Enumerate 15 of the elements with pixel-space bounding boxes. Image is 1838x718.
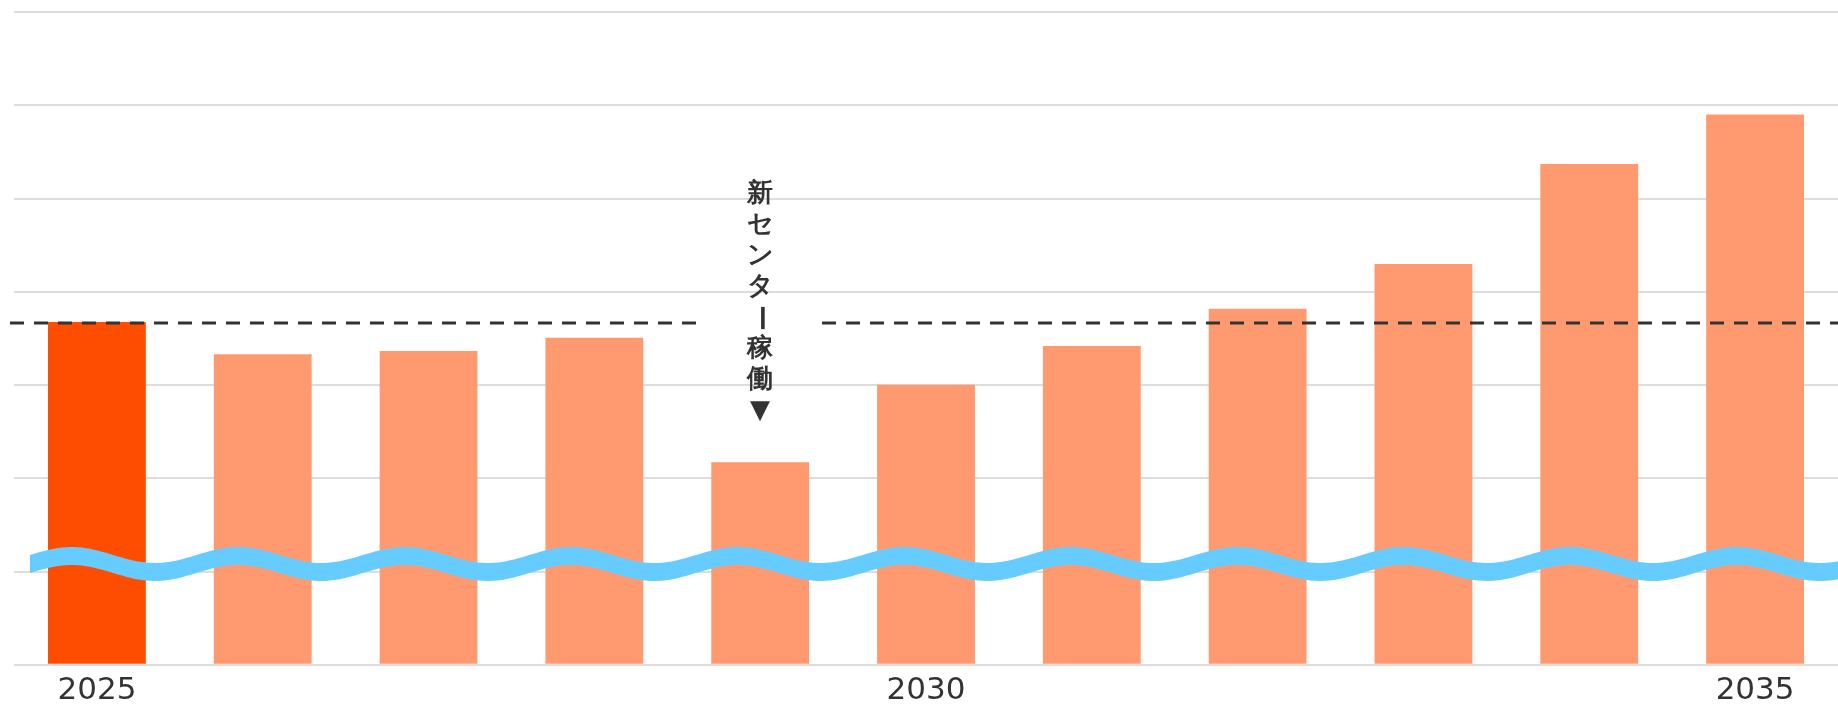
bar [1208,308,1307,664]
bar [379,351,478,664]
bar [877,384,975,664]
bar [213,354,312,664]
bar [1706,114,1805,664]
bar [1374,264,1473,664]
x-tick-label: 2035 [1715,670,1795,707]
bar [1540,163,1639,664]
bar [1042,346,1141,664]
ref-line-label: 新センター稼働▼ [746,177,778,425]
x-tick-label: 2025 [57,670,137,707]
bar [47,321,146,664]
bar [711,462,810,664]
x-tick-label: 2030 [886,670,966,707]
bar [545,337,644,664]
